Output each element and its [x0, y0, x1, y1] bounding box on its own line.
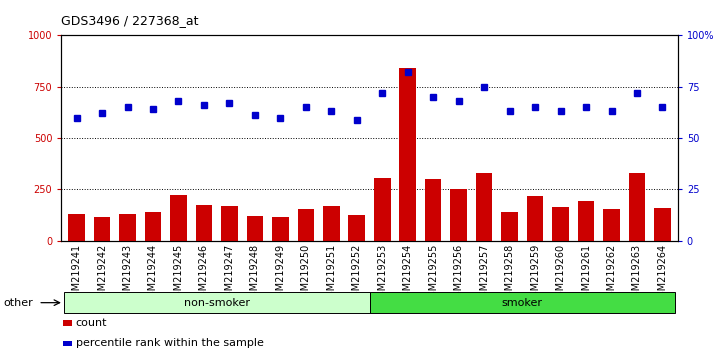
Bar: [195, 205, 212, 241]
Bar: [451, 189, 467, 241]
Text: smoker: smoker: [502, 298, 543, 308]
Bar: [348, 215, 365, 241]
Bar: [654, 208, 671, 241]
Bar: [119, 214, 136, 241]
Bar: [68, 214, 85, 241]
Bar: [145, 212, 162, 241]
Bar: [578, 201, 594, 241]
Bar: [374, 178, 391, 241]
Bar: [552, 207, 569, 241]
Text: non-smoker: non-smoker: [184, 298, 249, 308]
Bar: [603, 209, 620, 241]
Bar: [298, 209, 314, 241]
Text: GDS3496 / 227368_at: GDS3496 / 227368_at: [61, 14, 199, 27]
Bar: [272, 217, 288, 241]
Bar: [221, 206, 238, 241]
Text: count: count: [76, 318, 107, 328]
Text: other: other: [4, 298, 33, 308]
Bar: [501, 212, 518, 241]
Bar: [399, 68, 416, 241]
Text: percentile rank within the sample: percentile rank within the sample: [76, 338, 264, 348]
Bar: [170, 195, 187, 241]
Bar: [94, 217, 110, 241]
Bar: [425, 179, 441, 241]
Bar: [527, 195, 544, 241]
Bar: [629, 173, 645, 241]
Bar: [323, 206, 340, 241]
Bar: [247, 216, 263, 241]
Bar: [476, 173, 492, 241]
